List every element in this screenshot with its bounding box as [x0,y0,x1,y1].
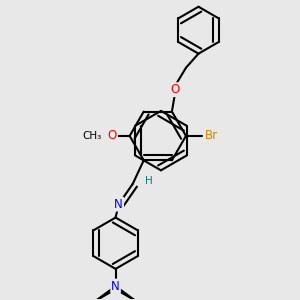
Text: N: N [114,198,123,211]
Text: O: O [170,83,180,96]
Text: N: N [111,280,120,292]
Text: O: O [108,129,117,142]
Text: Br: Br [204,129,218,142]
Text: H: H [145,176,152,186]
Text: CH₃: CH₃ [82,131,102,141]
